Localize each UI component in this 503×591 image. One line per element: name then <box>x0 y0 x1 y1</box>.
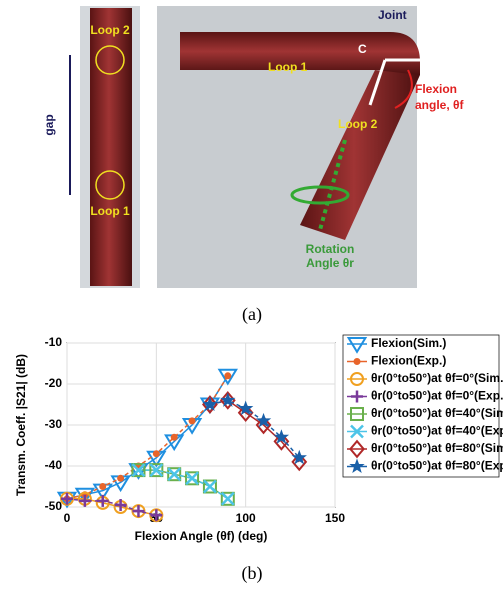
legend-label: θr(0°to50°)at θf=40°(Sim.) <box>371 406 503 420</box>
legend-label: θr(0°to50°)at θf=0°(Exp.) <box>371 389 503 403</box>
y-tick-label: -30 <box>45 417 63 431</box>
x-tick-label: 150 <box>325 511 345 525</box>
loop-label: Loop 1 <box>90 204 130 218</box>
gap-label: gap <box>42 114 56 135</box>
x-axis-label: Flexion Angle (θf) (deg) <box>135 529 268 543</box>
marker <box>117 475 124 482</box>
legend-label: θr(0°to50°)at θf=80°(Exp.) <box>371 459 503 473</box>
marker <box>153 450 160 457</box>
panel-a: Loop 2 Loop 1 gap Joint C Loop 1 Loop 2 … <box>42 6 464 325</box>
marker <box>99 483 106 490</box>
loop-label: Loop 2 <box>338 117 378 131</box>
y-tick-label: -40 <box>45 458 63 472</box>
marker <box>189 417 196 424</box>
marker <box>171 434 178 441</box>
caption: (a) <box>242 304 262 325</box>
y-tick-label: -50 <box>45 499 63 513</box>
left-rod <box>90 8 132 286</box>
rotation-label: Angle θr <box>306 256 354 270</box>
legend-label: θr(0°to50°)at θf=80°(Sim.) <box>371 441 503 455</box>
flexion-label: Flexion <box>415 82 457 96</box>
flexion-label: angle, θf <box>415 98 464 112</box>
marker <box>354 358 361 365</box>
loop-label: Loop 2 <box>90 23 130 37</box>
joint-label: Joint <box>378 8 407 22</box>
y-axis-label: Transm. Coeff. |S21| (dB) <box>14 354 28 496</box>
figure: Loop 2 Loop 1 gap Joint C Loop 1 Loop 2 … <box>0 0 503 591</box>
rotation-label: Rotation <box>306 242 355 256</box>
caption: (b) <box>242 563 263 584</box>
x-tick-label: 0 <box>64 511 71 525</box>
legend-label: θr(0°to50°)at θf=0°(Sim.) <box>371 371 503 385</box>
y-tick-label: -20 <box>45 376 63 390</box>
legend-label: θr(0°to50°)at θf=40°(Exp.) <box>371 424 503 438</box>
legend-label: Flexion(Sim.) <box>371 336 446 350</box>
legend-label: Flexion(Exp.) <box>371 354 446 368</box>
loop-label: Loop 1 <box>268 60 308 74</box>
x-tick-label: 100 <box>236 511 256 525</box>
marker <box>224 372 231 379</box>
y-tick-label: -10 <box>45 335 63 349</box>
center-label: C <box>358 42 367 56</box>
